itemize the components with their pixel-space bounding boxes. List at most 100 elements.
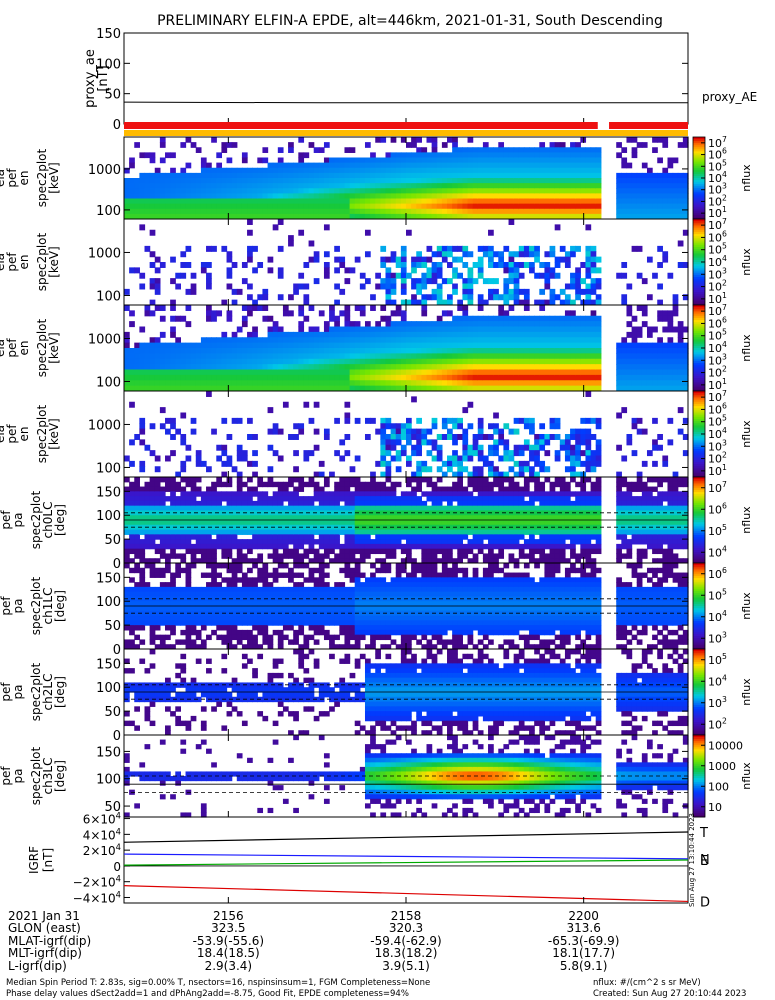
ytick-label: 0: [113, 118, 121, 133]
ytick-label: 150: [96, 571, 121, 586]
footer-line-1: Median Spin Period T: 2.83s, sig=0.00% T…: [6, 978, 431, 988]
axis-label: ela: [0, 511, 1, 529]
heatmap-cells: [124, 137, 689, 220]
axis-label: pa: [11, 685, 25, 700]
colorbar-tick-label: 10: [708, 801, 722, 814]
axis-label: pa: [11, 513, 25, 528]
series-line-proxy-ae: [123, 101, 688, 104]
ytick-label: 0: [113, 643, 121, 658]
axis-label: [keV]: [47, 162, 61, 193]
axis-label: ela: [0, 767, 1, 785]
colorbar: [692, 218, 706, 306]
colorbar-tick-label: 105: [708, 652, 727, 667]
igrf-frame: [123, 816, 689, 904]
ytick-label: 150: [96, 657, 121, 672]
ephemeris-label: MLT-igrf(dip): [8, 946, 82, 960]
colorbar-tick-label: 105: [708, 414, 727, 429]
ytick-label: 1000: [88, 418, 121, 433]
axis-label: ela: [0, 597, 1, 615]
ytick-label: 150: [96, 27, 121, 42]
ytick-label: 100: [96, 57, 121, 72]
axis-label: pef: [5, 252, 19, 272]
series-line-E: [123, 859, 689, 866]
ytick-label: 100: [96, 289, 121, 304]
ytick-label: 0: [113, 860, 121, 874]
footer-units: nflux: #/(cm^2 s sr MeV): [593, 978, 701, 988]
colorbar-tick-label: 107: [708, 217, 727, 232]
ytick-label: 0: [113, 557, 121, 572]
colorbar-frame: [692, 734, 706, 818]
legend-N: N: [700, 853, 710, 868]
axis-label: [deg]: [53, 590, 67, 622]
ephemeris-value: 5.8(9.1): [559, 958, 608, 973]
axis-label: spec2plot: [35, 232, 49, 291]
axis-label: pef: [0, 682, 13, 702]
colorbar-tick-label: 105: [708, 523, 727, 538]
colorbar-label: nflux: [740, 678, 753, 706]
axis-label: pa: [11, 599, 25, 614]
ytick-label: 100: [96, 773, 121, 788]
colorbar-tick-label: 102: [708, 365, 727, 380]
axis-label: ela: [0, 683, 1, 701]
axis-label: en: [17, 255, 31, 270]
colorbar-label: nflux: [740, 506, 753, 534]
ytick-label: 0: [113, 729, 121, 744]
axis-label: [deg]: [53, 760, 67, 792]
colorbar-tick-label: 107: [708, 135, 727, 150]
ytick-label: 1000: [88, 246, 121, 261]
colorbar-tick-label: 102: [708, 451, 727, 466]
colorbar-tick-label: 106: [708, 229, 727, 244]
colorbar-tick-label: 102: [708, 279, 727, 294]
ytick-label: 50: [104, 800, 121, 815]
ephemeris-value: -53.9(-55.6): [192, 933, 265, 948]
legend-proxy-ae: proxy_AE: [702, 90, 757, 104]
axis-label: spec2plot: [29, 746, 43, 805]
axis-label: IGRF: [27, 846, 41, 874]
colorbar-label: nflux: [740, 164, 753, 192]
axis-label: spec2plot: [29, 662, 43, 721]
colorbar-tick-label: 105: [708, 587, 727, 602]
colorbar: [692, 304, 706, 392]
colorbar-tick-label: 103: [708, 695, 727, 710]
axis-label: en: [17, 341, 31, 356]
ephemeris-value: 313.6: [566, 921, 601, 935]
axis-label: ch2LC: [41, 674, 55, 711]
colorbar-label: nflux: [740, 248, 753, 276]
ytick-label: 150: [96, 745, 121, 760]
colorbar-tick-label: 104: [708, 609, 727, 624]
colorbar-tick-label: 103: [708, 630, 727, 645]
colorbar-tick-label: 10000: [708, 739, 743, 752]
axis-label: [nT]: [41, 848, 55, 872]
ytick-label: 1000: [88, 332, 121, 347]
colorbar-tick-label: 107: [708, 303, 727, 318]
colorbar-tick-label: 104: [708, 426, 727, 441]
colorbar-tick-label: 100: [708, 780, 729, 793]
legend-E: E: [700, 854, 708, 869]
figure-title: PRELIMINARY ELFIN-A EPDE, alt=446km, 202…: [157, 13, 663, 29]
axis-label: [keV]: [47, 246, 61, 277]
x-axis-row-label: 2021 Jan 31: [8, 909, 80, 923]
colorbar-tick-label: 102: [708, 716, 727, 731]
ephemeris-value: 320.3: [388, 921, 424, 935]
axis-label: spec2plot: [29, 490, 43, 549]
xtick-label: 2158: [390, 909, 422, 923]
heatmap-cells: [124, 735, 689, 818]
colorbar: [692, 390, 706, 478]
ytick-label: 50: [104, 88, 121, 103]
colorbar-label: nflux: [740, 334, 753, 362]
colorbar-tick-label: 106: [708, 566, 727, 581]
axis-label: ela: [0, 339, 7, 357]
ytick-label: 100: [96, 375, 121, 390]
ytick-label: 50: [104, 705, 121, 720]
colorbar-tick-label: 104: [708, 170, 727, 185]
colorbar-tick-label: 106: [708, 315, 727, 330]
colorbar-tick-label: 106: [708, 147, 727, 162]
axis-label: pef: [0, 510, 13, 530]
colorbar-tick-label: 107: [708, 389, 727, 404]
ytick-label: 1000: [88, 163, 121, 178]
axis-label: pef: [5, 168, 19, 188]
axis-label: pef: [0, 596, 13, 616]
colorbar-label: nflux: [740, 762, 753, 790]
ytick-label: 6×104: [83, 811, 121, 827]
